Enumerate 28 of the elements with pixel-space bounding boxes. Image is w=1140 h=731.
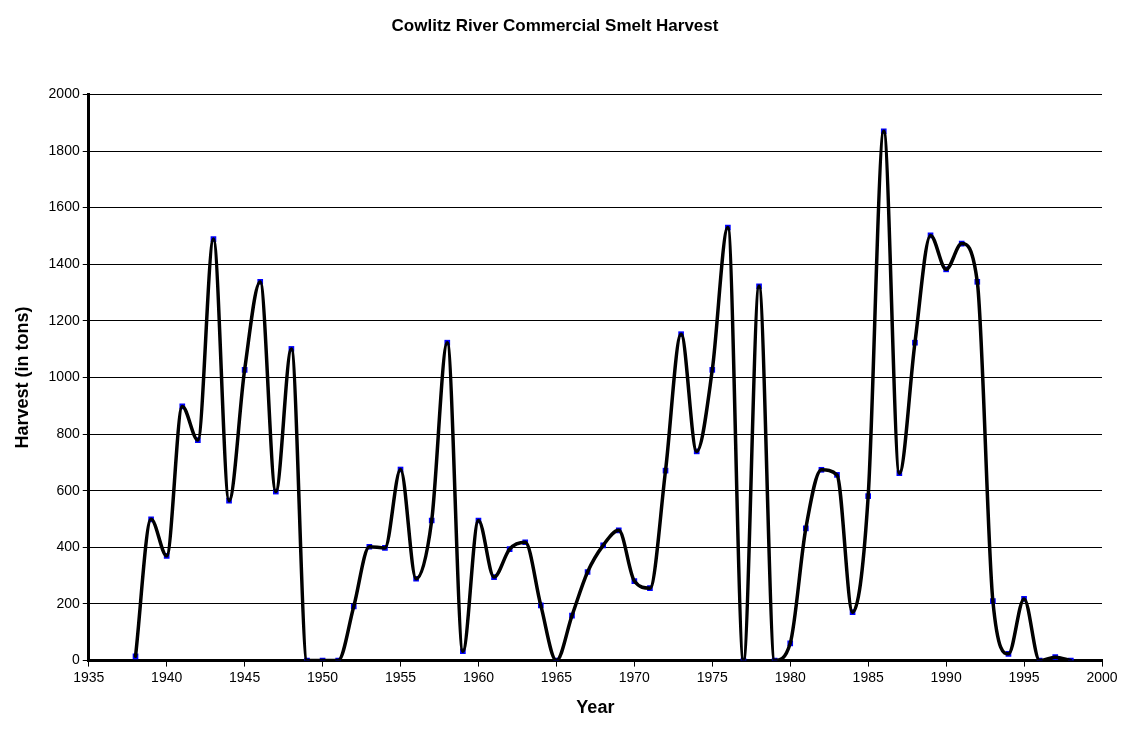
y-tick-label: 1600: [48, 198, 80, 215]
x-tick-label: 1965: [540, 668, 573, 685]
x-tick-label: 1940: [151, 668, 183, 685]
y-tick-label: 1000: [48, 368, 80, 385]
y-tick-label: 400: [56, 538, 80, 555]
x-tick-label: 1980: [774, 668, 807, 685]
y-tick-label: 1400: [48, 255, 80, 272]
y-tick-label: 1800: [48, 141, 80, 158]
chart-title: Cowlitz River Commercial Smelt Harvest: [391, 15, 719, 35]
x-tick-label: 1990: [930, 668, 962, 685]
x-tick-label: 1945: [229, 668, 261, 685]
x-tick-label: 1975: [696, 668, 729, 685]
x-tick-label: 2000: [1086, 668, 1118, 685]
y-tick-label: 2000: [48, 85, 80, 102]
x-tick-label: 1935: [73, 668, 105, 685]
y-tick-label: 800: [56, 424, 80, 441]
x-tick-label: 1960: [462, 668, 495, 685]
y-tick-label: 0: [71, 651, 80, 668]
x-tick-label: 1995: [1008, 668, 1040, 685]
x-tick-label: 1950: [306, 668, 339, 685]
y-axis-title: Harvest (in tons): [11, 306, 32, 449]
x-tick-label: 1955: [384, 668, 417, 685]
y-tick-label: 200: [56, 594, 80, 611]
y-tick-label: 600: [56, 481, 80, 498]
y-tick-label: 1200: [48, 311, 80, 328]
x-tick-label: 1970: [618, 668, 651, 685]
x-tick-label: 1985: [852, 668, 884, 685]
x-axis-title: Year: [576, 697, 615, 718]
